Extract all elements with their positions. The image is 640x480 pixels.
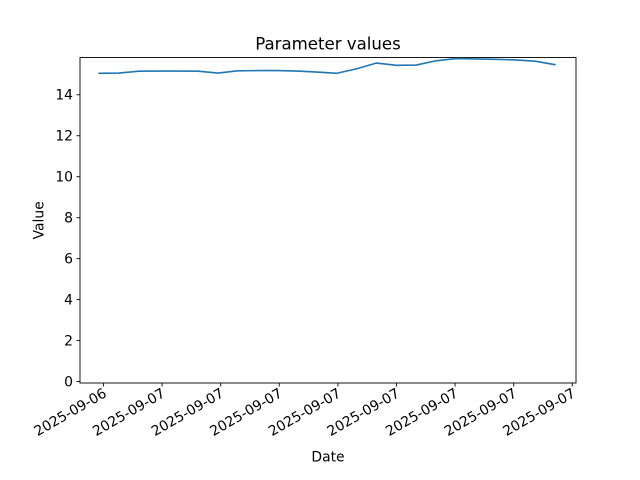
series-line <box>98 57 556 75</box>
y-tick-label: 2 <box>64 333 73 349</box>
y-axis-ticks: 0 2 4 6 8 10 12 14 <box>55 88 80 390</box>
plot-spines <box>79 57 577 384</box>
plot-area: 0 2 4 6 8 10 12 14 2025-09-062025-09-072025-09-0… <box>32 57 578 440</box>
y-tick-label: 14 <box>55 88 73 104</box>
y-axis-label: Value <box>32 201 48 239</box>
y-tick-label: 10 <box>55 170 73 186</box>
y-tick-label: 6 <box>64 251 73 267</box>
x-axis-label: Date <box>311 450 344 466</box>
y-tick-label: 12 <box>55 129 73 145</box>
x-axis-ticks: 2025-09-062025-09-072025-09-072025-09-07… <box>32 383 578 440</box>
y-tick-label: 8 <box>64 210 73 226</box>
chart-title: Parameter values <box>255 35 401 54</box>
y-tick-label: 0 <box>64 374 73 390</box>
y-tick-label: 4 <box>64 292 73 308</box>
